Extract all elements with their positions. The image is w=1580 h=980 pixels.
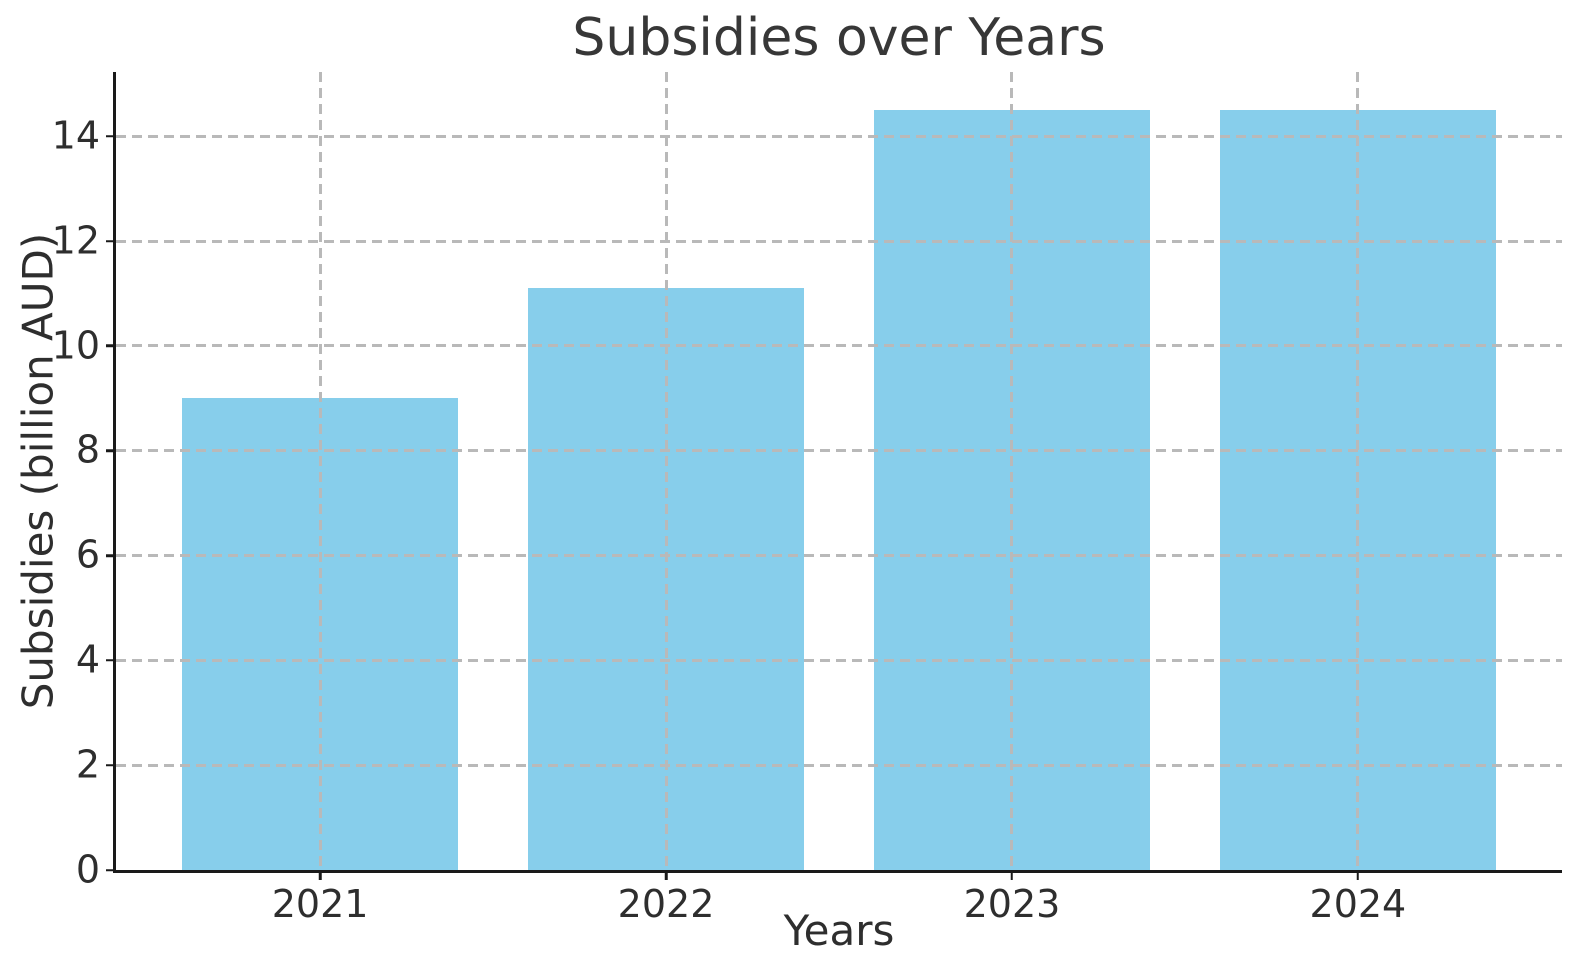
- y-tick-label: 10: [51, 323, 100, 368]
- y-tick-mark: [106, 659, 116, 662]
- y-tick-label: 2: [75, 742, 100, 787]
- y-axis-spine: [113, 72, 116, 873]
- y-grid-line: [116, 239, 1562, 243]
- y-tick-label: 6: [75, 532, 100, 577]
- y-grid-line: [116, 134, 1562, 138]
- y-tick-mark: [106, 763, 116, 767]
- y-tick-label: 12: [51, 218, 100, 263]
- x-tick-mark: [318, 870, 322, 880]
- y-grid-line: [116, 658, 1562, 662]
- y-grid-line: [116, 763, 1562, 767]
- x-grid-line: [664, 72, 668, 870]
- plot-area: 0 2 4 6 8 10 12 14 2021 2022 2023 2024: [52, 72, 1562, 926]
- x-grid-line: [1010, 72, 1014, 870]
- x-tick-mark: [1010, 870, 1014, 880]
- x-tick-mark: [664, 870, 668, 880]
- x-axis-label: Years: [783, 906, 895, 955]
- y-tick-label: 0: [75, 847, 100, 892]
- y-tick-mark: [106, 134, 116, 138]
- y-tick-label: 14: [51, 113, 100, 158]
- y-grid-line: [116, 449, 1562, 453]
- x-grid-line: [1356, 72, 1360, 870]
- y-tick-label: 8: [75, 428, 100, 473]
- x-tick-label: 2021: [271, 882, 369, 926]
- y-grid-line: [116, 344, 1562, 348]
- y-tick-label: 4: [75, 637, 100, 682]
- y-axis-label: Subsidies (billion AUD): [13, 232, 63, 710]
- y-tick-mark: [106, 239, 116, 243]
- x-tick-mark: [1356, 870, 1360, 880]
- y-tick-mark: [106, 868, 116, 872]
- x-grid-line: [318, 72, 322, 870]
- y-tick-mark: [106, 554, 116, 557]
- x-tick-label: 2024: [1309, 882, 1407, 926]
- y-grid-line: [116, 554, 1562, 558]
- y-tick-mark: [106, 449, 116, 452]
- x-tick-label: 2022: [617, 882, 715, 926]
- chart-title: Subsidies over Years: [572, 8, 1106, 68]
- x-axis-spine: [113, 870, 1562, 873]
- x-tick-label: 2023: [963, 882, 1061, 926]
- y-tick-mark: [106, 344, 116, 348]
